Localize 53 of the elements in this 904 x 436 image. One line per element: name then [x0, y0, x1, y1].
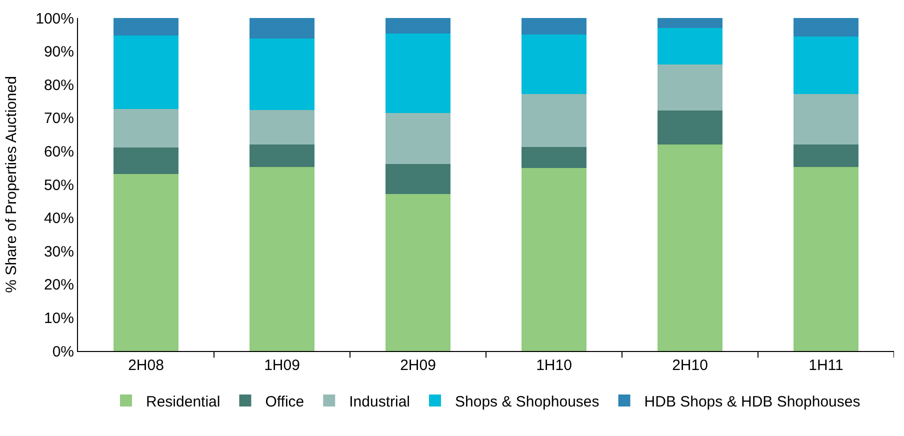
bar	[249, 18, 315, 39]
bar	[113, 36, 179, 109]
y-tick-label: 0%	[52, 343, 74, 360]
bar	[521, 147, 587, 168]
bar	[793, 167, 859, 351]
bar	[521, 94, 587, 148]
x-tick-label: 1H11	[808, 357, 844, 374]
bar	[385, 194, 451, 351]
bar	[657, 110, 723, 145]
bar	[793, 144, 859, 168]
bar	[113, 148, 179, 174]
bar	[521, 168, 587, 351]
bar	[385, 34, 451, 113]
bar	[657, 18, 723, 28]
legend-label: HDB Shops & HDB Shophouses	[644, 393, 860, 410]
x-tick-label: 1H10	[536, 357, 572, 374]
x-tick-label: 2H09	[400, 357, 436, 374]
y-tick-label: 70%	[44, 110, 74, 128]
bar	[793, 94, 859, 145]
bar	[657, 28, 723, 64]
bar	[113, 18, 179, 36]
y-tick-label: 90%	[44, 44, 74, 61]
bar	[657, 64, 723, 111]
x-tick-label: 2H10	[672, 357, 708, 374]
legend-label: Office	[265, 393, 304, 410]
x-tick-label: 1H09	[264, 357, 300, 374]
bar	[657, 144, 723, 351]
bar	[249, 38, 315, 110]
bar	[385, 112, 451, 164]
y-tick-label: 100%	[36, 10, 74, 28]
y-tick-label: 80%	[44, 76, 74, 94]
legend-label: Residential	[146, 393, 220, 410]
bar	[385, 18, 451, 34]
y-tick-label: 50%	[44, 176, 74, 194]
bar	[249, 167, 315, 351]
y-tick-label: 10%	[44, 310, 74, 327]
x-tick-label: 2H08	[128, 357, 164, 374]
bar	[521, 18, 587, 35]
legend-label: Industrial	[349, 393, 410, 410]
y-tick-label: 30%	[44, 243, 74, 260]
bar	[249, 144, 315, 168]
bar	[249, 110, 315, 145]
y-tick-label: 20%	[44, 276, 74, 294]
bar	[385, 164, 451, 194]
legend-label: Shops & Shophouses	[455, 393, 600, 410]
bar	[793, 18, 859, 37]
bar	[113, 108, 179, 148]
y-tick-label: 40%	[44, 210, 74, 228]
bar	[521, 34, 587, 94]
y-axis-title: % Share of Properties Auctioned	[2, 76, 20, 293]
bar	[113, 174, 179, 351]
bar	[793, 36, 859, 94]
y-tick-label: 60%	[44, 143, 74, 160]
